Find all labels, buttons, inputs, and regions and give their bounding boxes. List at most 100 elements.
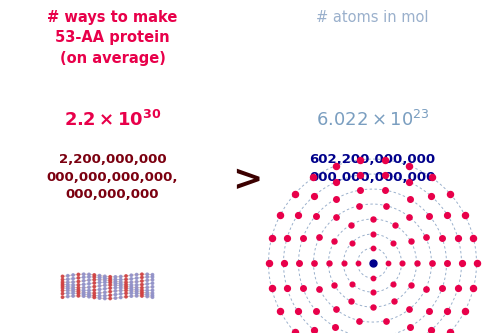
Point bbox=[368, 304, 376, 310]
Point bbox=[356, 318, 364, 323]
Point bbox=[143, 281, 151, 287]
Point bbox=[143, 294, 151, 299]
Point bbox=[85, 288, 93, 293]
Point bbox=[116, 283, 124, 288]
Point bbox=[346, 222, 354, 228]
Point bbox=[112, 295, 120, 301]
Point bbox=[389, 240, 397, 245]
Point bbox=[80, 293, 88, 299]
Point bbox=[112, 285, 120, 290]
Point bbox=[138, 293, 146, 299]
Point bbox=[460, 212, 468, 217]
Point bbox=[74, 289, 82, 294]
Point bbox=[90, 295, 98, 300]
Point bbox=[454, 285, 462, 291]
Point bbox=[85, 292, 93, 298]
Point bbox=[330, 282, 338, 288]
Point bbox=[138, 289, 146, 295]
Point bbox=[332, 324, 340, 330]
Point bbox=[138, 275, 146, 280]
Point bbox=[138, 285, 146, 290]
Point bbox=[122, 286, 130, 291]
Point bbox=[96, 290, 104, 296]
Point bbox=[64, 288, 72, 293]
Point bbox=[422, 235, 430, 240]
Point bbox=[80, 275, 88, 280]
Point bbox=[442, 260, 450, 266]
Point bbox=[406, 214, 413, 219]
Point bbox=[390, 222, 398, 228]
Point bbox=[90, 280, 98, 286]
Point bbox=[290, 191, 298, 197]
Point bbox=[470, 235, 478, 241]
Point bbox=[116, 279, 124, 285]
Point bbox=[138, 287, 146, 293]
Point bbox=[106, 282, 114, 288]
Point bbox=[128, 282, 136, 288]
Point bbox=[101, 277, 109, 283]
Point bbox=[138, 272, 146, 277]
Point bbox=[406, 282, 414, 288]
Point bbox=[106, 293, 114, 298]
Point bbox=[85, 277, 93, 283]
Point bbox=[96, 287, 104, 292]
Point bbox=[381, 157, 389, 163]
Point bbox=[64, 284, 72, 289]
Point bbox=[148, 290, 156, 296]
Point bbox=[122, 277, 130, 282]
Point bbox=[90, 277, 98, 282]
Point bbox=[312, 308, 320, 313]
Point bbox=[143, 278, 151, 283]
Point bbox=[58, 279, 66, 285]
Point bbox=[290, 329, 298, 333]
Point bbox=[294, 308, 302, 314]
Point bbox=[122, 294, 130, 299]
Point bbox=[90, 274, 98, 280]
Point bbox=[148, 280, 156, 286]
Point bbox=[116, 277, 124, 282]
Point bbox=[390, 298, 398, 304]
Text: 602,200,000,000
000,000,000,000: 602,200,000,000 000,000,000,000 bbox=[310, 153, 436, 184]
Point bbox=[74, 291, 82, 296]
Point bbox=[264, 260, 272, 266]
Point bbox=[268, 285, 276, 291]
Point bbox=[85, 285, 93, 290]
Point bbox=[69, 288, 77, 294]
Point bbox=[112, 282, 120, 288]
Point bbox=[132, 285, 140, 290]
Point bbox=[58, 285, 66, 291]
Point bbox=[64, 280, 72, 285]
Point bbox=[128, 288, 136, 293]
Text: >: > bbox=[232, 163, 262, 197]
Point bbox=[310, 175, 318, 180]
Point bbox=[96, 277, 104, 282]
Point bbox=[348, 240, 356, 245]
Point bbox=[64, 273, 72, 278]
Point bbox=[69, 293, 77, 299]
Point bbox=[406, 238, 414, 244]
Point bbox=[398, 260, 406, 266]
Point bbox=[116, 274, 124, 279]
Point bbox=[80, 291, 88, 297]
Point bbox=[138, 282, 146, 287]
Point bbox=[58, 291, 66, 296]
Point bbox=[96, 273, 104, 278]
Point bbox=[299, 286, 307, 291]
Point bbox=[132, 291, 140, 296]
Point bbox=[148, 288, 156, 293]
Point bbox=[356, 203, 364, 208]
Point bbox=[283, 285, 291, 291]
Point bbox=[406, 179, 413, 185]
Point bbox=[446, 191, 454, 197]
Point bbox=[90, 272, 98, 278]
Point bbox=[128, 290, 136, 296]
Point bbox=[90, 290, 98, 296]
Point bbox=[389, 281, 397, 286]
Point bbox=[74, 287, 82, 292]
Point bbox=[324, 260, 332, 266]
Point bbox=[122, 280, 130, 285]
Point bbox=[132, 287, 140, 292]
Point bbox=[116, 288, 124, 293]
Point bbox=[368, 289, 376, 295]
Point bbox=[148, 293, 156, 298]
